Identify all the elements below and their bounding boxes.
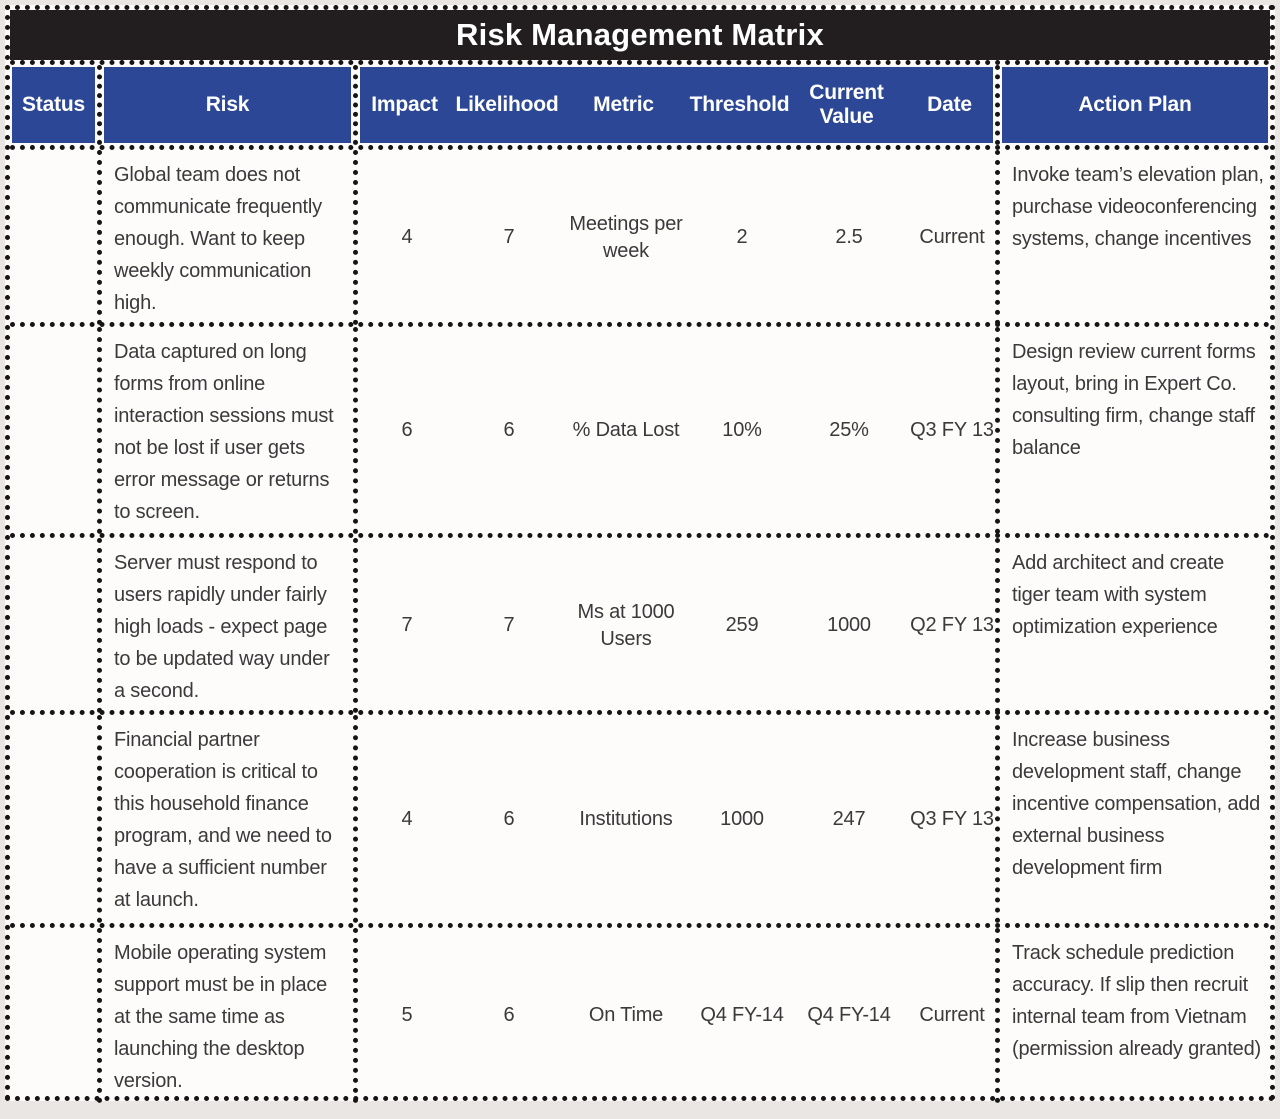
cell-metrics-group: 4 7 Meetings per week 2 2.5 Current (358, 150, 1000, 325)
cell-threshold: 2 (736, 226, 748, 248)
cell-action-plan: Add architect and create tiger team with… (1012, 552, 1224, 638)
cell-metric: On Time (588, 1004, 664, 1026)
cell-metrics-group: 6 6 % Data Lost 10% 25% Q3 FY 13 (358, 327, 1000, 534)
cell-current-value: 1000 (827, 614, 871, 636)
cell-likelihood: 6 (503, 1004, 515, 1026)
header-metrics-grid: Impact Likelihood Metric Threshold Curre… (356, 67, 998, 143)
cell-likelihood: 6 (503, 807, 515, 830)
header-label-metric: Metric (593, 92, 654, 116)
cell-impact: 6 (401, 419, 413, 441)
cell-metrics-group: 7 7 Ms at 1000 Users 259 1000 Q2 FY 13 (358, 538, 1000, 713)
cell-risk: Financial partner cooperation is critica… (102, 715, 358, 923)
table-title: Risk Management Matrix (10, 10, 1270, 60)
cell-date: Q3 FY 13 (910, 419, 994, 441)
header-cell-risk: Risk (102, 65, 358, 145)
header-label-action-plan: Action Plan (1002, 67, 1268, 143)
header-row: Status Risk Impact Likelihood Metric Thr… (10, 60, 1270, 145)
cell-current-value: 247 (832, 807, 866, 830)
cell-action-plan: Design review current forms layout, brin… (1012, 341, 1256, 459)
cell-metric: Meetings per week (569, 212, 683, 262)
header-label-impact: Impact (371, 92, 438, 116)
cell-impact: 4 (401, 807, 413, 830)
header-label-current-value: Current Value (809, 80, 884, 128)
cell-current-value: 2.5 (835, 226, 863, 248)
header-label-threshold: Threshold (689, 92, 790, 116)
header-label-status: Status (12, 67, 95, 143)
header-label-risk: Risk (104, 67, 351, 143)
cell-metrics-group: 5 6 On Time Q4 FY-14 Q4 FY-14 Current (358, 928, 1000, 1103)
header-label-date: Date (927, 92, 972, 116)
cell-threshold: Q4 FY-14 (700, 1004, 784, 1026)
cell-current-value: Q4 FY-14 (807, 1004, 891, 1026)
cell-status (10, 928, 102, 1103)
cell-risk: Global team does not communicate frequen… (102, 150, 358, 325)
cell-likelihood: 7 (503, 226, 515, 248)
cell-metric: % Data Lost (572, 419, 680, 441)
table-row: Global team does not communicate frequen… (10, 145, 1270, 325)
table-row: Financial partner cooperation is critica… (10, 710, 1270, 923)
cell-date: Current (919, 226, 985, 248)
header-cell-metrics-group: Impact Likelihood Metric Threshold Curre… (358, 65, 1000, 145)
cell-current-value: 25% (829, 419, 869, 441)
table-row: Data captured on long forms from online … (10, 322, 1270, 534)
cell-status (10, 150, 102, 325)
cell-action-plan: Increase business development staff, cha… (1012, 729, 1261, 879)
cell-impact: 5 (401, 1004, 413, 1026)
title-row: Risk Management Matrix (10, 10, 1270, 60)
cell-risk: Data captured on long forms from online … (102, 327, 358, 534)
cell-likelihood: 7 (503, 614, 515, 636)
cell-date: Q3 FY 13 (910, 807, 994, 830)
cell-date: Q2 FY 13 (910, 614, 994, 636)
cell-threshold: 1000 (720, 807, 764, 830)
cell-threshold: 259 (725, 614, 759, 636)
header-cell-status: Status (10, 65, 102, 145)
cell-metric: Ms at 1000 Users (577, 600, 675, 650)
header-label-likelihood: Likelihood (455, 92, 559, 116)
cell-metrics-group: 4 6 Institutions 1000 247 Q3 FY 13 (358, 715, 1000, 923)
cell-action-plan: Invoke team’s elevation plan, purchase v… (1012, 164, 1264, 250)
cell-impact: 4 (401, 226, 413, 248)
cell-action-plan: Track schedule prediction accuracy. If s… (1012, 942, 1261, 1060)
cell-impact: 7 (401, 614, 413, 636)
table-row: Server must respond to users rapidly und… (10, 533, 1270, 713)
cell-risk: Server must respond to users rapidly und… (102, 538, 358, 713)
cell-likelihood: 6 (503, 419, 515, 441)
risk-management-matrix-table: Risk Management Matrix Status Risk Impac… (5, 5, 1275, 1103)
cell-risk: Mobile operating system support must be … (102, 928, 358, 1103)
cell-status (10, 538, 102, 713)
header-cell-action-plan: Action Plan (1000, 65, 1270, 145)
cell-metric: Institutions (579, 807, 673, 830)
cell-date: Current (919, 1004, 985, 1026)
table-row: Mobile operating system support must be … (10, 923, 1270, 1103)
cell-status (10, 327, 102, 534)
cell-threshold: 10% (722, 419, 762, 441)
cell-status (10, 715, 102, 923)
